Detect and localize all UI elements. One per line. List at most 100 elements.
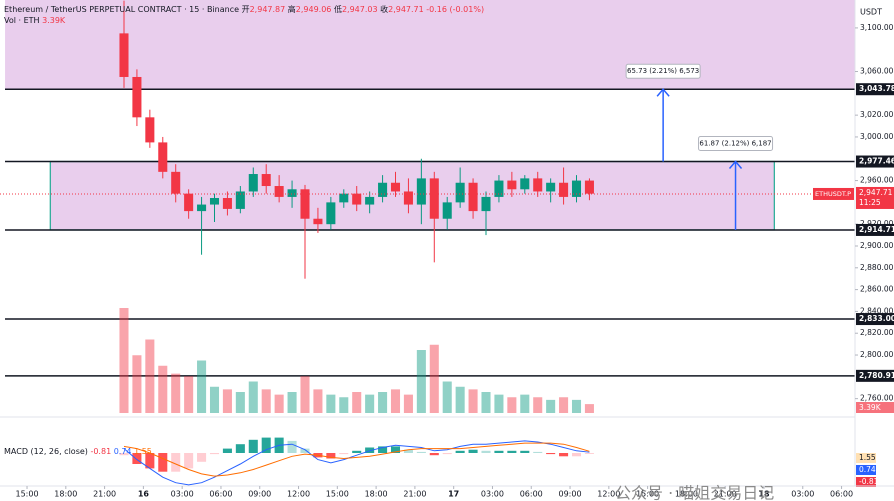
candle-body [261,174,271,187]
symbol-tag-box [813,187,854,200]
y-tick-label: 2,860.00 [860,285,894,294]
macd-histogram-bar [365,447,375,453]
volume-bar [248,381,258,413]
x-tick-label: 21:00 [93,490,116,499]
macd-histogram-bar [287,440,297,453]
symbol-title: Ethereum / TetherUS PERPETUAL CONTRACT ·… [4,5,240,14]
candle-body [158,142,168,172]
volume-bar [145,339,155,413]
candle-body [313,218,323,225]
volume-bar [416,350,426,413]
candle-body [274,186,284,197]
measure-arrow [656,88,670,97]
candle-body [209,198,220,205]
macd-histogram-bar [403,449,413,453]
ohlc-value: 2,947.87 [249,5,286,14]
macd-line [123,440,590,486]
candle-body [300,189,310,219]
candle-body [222,198,232,209]
candle-body [339,193,349,203]
volume-bar [455,386,465,413]
candle-body [235,191,245,209]
volume-bar [520,394,530,413]
ohlc-label: 收 [380,5,389,14]
volume-bar [468,389,478,413]
candle-body [494,180,504,197]
macd-histogram-bar [300,448,310,453]
measure-arrow [728,160,743,170]
y-tick-label: 2,880.00 [860,263,894,272]
macd-histogram-bar [468,449,478,453]
x-tick-label: 06:00 [209,490,232,499]
candle-body [533,178,543,192]
volume-bar [559,397,569,413]
macd-hist-last: -0.81 [90,447,112,456]
ohlc-values: 开2,947.87 高2,949.06 低2,947.03 收2,947.71 [242,5,427,14]
candle-body [481,196,491,212]
macd-histogram-bar [171,453,181,472]
candle-body [455,182,465,203]
candle-body [378,182,388,197]
macd-histogram-bar [507,450,517,453]
level-label-box [856,155,894,168]
x-tick-label: 16 [138,490,150,499]
macd-axis-label: -0.81 [859,477,879,486]
volume-bar [261,389,271,413]
ohlc-value: 2,949.06 [295,5,332,14]
x-tick-label: 15:00 [15,490,38,499]
volume-bar [494,394,504,413]
volume-bar [209,386,220,413]
macd-histogram-bar [209,453,220,455]
candle-body [584,180,594,194]
macd-histogram-bar [520,450,530,453]
macd-histogram-bar [481,450,491,453]
y-tick-label: 3,100.00 [860,23,894,32]
y-tick-label: 2,820.00 [860,328,894,337]
symbol-legend: Ethereum / TetherUS PERPETUAL CONTRACT ·… [4,4,484,15]
macd-histogram-bar [197,453,207,462]
candle-body [145,117,155,143]
macd-histogram-bar [429,453,439,456]
macd-histogram-bar [533,451,543,453]
macd-signal-last: 1.55 [134,447,152,456]
y-tick-label: 2,840.00 [860,306,894,315]
level-label: 3,043.78 [859,84,894,93]
volume-bar [132,355,142,413]
candle-body [546,182,556,192]
macd-histogram-bar [584,453,594,454]
countdown: 11:25 [859,198,881,207]
volume-bar [352,392,362,413]
volume-bar [403,394,413,413]
candle-body [571,180,582,197]
candle-body [248,174,258,192]
macd-histogram-bar [222,448,232,453]
signal-line [123,442,590,477]
measure-label: 61.87 (2.12%) 6,187 [699,140,771,148]
macd-histogram-bar [442,453,452,455]
ohlc-label: 低 [333,5,342,14]
macd-histogram-bar [326,453,336,459]
last-price-label: 2,947.71 [859,188,893,197]
macd-histogram-bar [261,437,271,453]
x-tick-label: 03:00 [171,490,194,499]
volume-bar [546,399,556,413]
candle-body [403,191,413,205]
macd-histogram-bar [132,453,142,464]
x-tick-label: 17 [448,490,459,499]
macd-title: MACD (12, 26, close) [4,447,88,456]
x-tick-label: 18 [758,490,770,499]
y-tick-label: 3,060.00 [860,67,894,76]
x-tick-label: 15:00 [636,490,659,499]
level-label: 2,833.00 [859,314,894,323]
volume-bar [365,394,375,413]
y-tick-label: 2,960.00 [860,176,894,185]
x-tick-label: 18:00 [675,490,698,499]
macd-axis-box [856,477,876,487]
x-tick-label: 21:00 [403,490,426,499]
macd-line-last: 0.74 [113,447,132,456]
ohlc-label: 开 [241,5,250,14]
volume-bar [339,397,349,413]
volume-bar [507,397,517,413]
x-tick-label: 09:00 [248,490,271,499]
x-tick-label: 15:00 [326,490,349,499]
